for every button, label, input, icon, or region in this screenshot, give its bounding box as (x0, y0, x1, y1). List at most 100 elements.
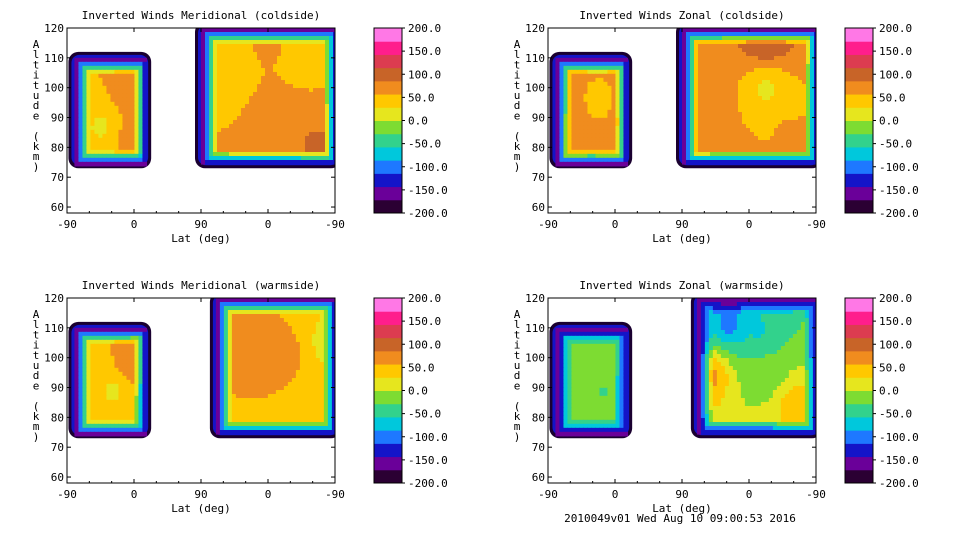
field-cell (599, 121, 605, 127)
field-cell (774, 84, 779, 89)
field-cell (275, 426, 281, 431)
field-cell (595, 93, 601, 99)
field-cell (325, 88, 330, 93)
field-cell (98, 399, 104, 405)
field-cell (114, 161, 120, 167)
field-cell (126, 339, 132, 345)
field-cell (271, 426, 277, 431)
field-cell (249, 40, 254, 45)
field-cell (315, 422, 321, 427)
field-cell (754, 104, 759, 109)
field-cell (575, 145, 581, 151)
field-cell (327, 398, 333, 403)
field-cell (754, 128, 759, 133)
field-cell (746, 32, 751, 37)
field-cell (317, 132, 322, 137)
field-cell (209, 92, 214, 97)
field-cell (227, 326, 233, 331)
field-cell (130, 375, 136, 381)
field-cell (742, 148, 747, 153)
field-cell (223, 306, 229, 311)
field-cell (766, 104, 771, 109)
field-cell (313, 112, 318, 117)
field-cell (714, 156, 719, 161)
field-cell (686, 56, 691, 61)
field-cell (86, 125, 92, 131)
field-cell (245, 48, 250, 53)
field-cell (722, 60, 727, 65)
field-cell (682, 116, 687, 121)
field-cell (786, 128, 791, 133)
field-cell (263, 302, 269, 307)
field-cell (106, 69, 112, 75)
field-cell (319, 366, 325, 371)
field-cell (219, 386, 225, 391)
field-cell (257, 84, 262, 89)
field-cell (106, 391, 112, 397)
field-cell (243, 338, 249, 343)
field-cell (333, 136, 335, 141)
field-cell (279, 410, 285, 415)
field-cell (706, 84, 711, 89)
field-cell (299, 342, 305, 347)
field-cell (325, 48, 330, 53)
field-cell (555, 129, 561, 135)
field-cell (122, 391, 128, 397)
field-cell (295, 350, 301, 355)
field-cell (142, 399, 148, 405)
field-cell (285, 136, 290, 141)
field-cell (746, 108, 751, 113)
field-cell (126, 133, 132, 139)
field-cell (289, 28, 294, 33)
field-cell (118, 379, 124, 385)
field-cell (587, 141, 593, 147)
field-cell (277, 108, 282, 113)
field-cell (682, 28, 687, 33)
field-cell (301, 124, 306, 129)
field-cell (217, 68, 222, 73)
field-cell (261, 88, 266, 93)
field-cell (229, 72, 234, 77)
field-cell (319, 406, 325, 411)
field-cell (102, 331, 108, 337)
field-cell (774, 132, 779, 137)
field-cell (279, 406, 285, 411)
field-cell (331, 386, 335, 391)
field-cell (774, 40, 779, 45)
field-cell (219, 382, 225, 387)
field-cell (98, 391, 104, 397)
field-cell (114, 145, 120, 151)
field-cell (114, 411, 120, 417)
field-cell (209, 136, 214, 141)
field-cell (323, 334, 329, 339)
colorbar-swatch (845, 186, 873, 201)
field-cell (607, 73, 613, 79)
field-cell (758, 148, 763, 153)
field-cell (303, 378, 309, 383)
field-cell (106, 57, 112, 63)
field-cell (82, 101, 88, 107)
field-cell (309, 72, 314, 77)
field-cell (86, 331, 92, 337)
field-cell (215, 322, 221, 327)
field-cell (303, 314, 309, 319)
colorbar-swatch (374, 120, 402, 135)
field-cell (110, 149, 116, 155)
field-cell (794, 44, 799, 49)
field-cell (271, 334, 277, 339)
field-cell (563, 77, 569, 83)
field-cell (269, 120, 274, 125)
field-cell (134, 129, 140, 135)
field-cell (698, 76, 703, 81)
field-cell (82, 121, 88, 127)
field-cell (595, 113, 601, 119)
field-cell (213, 80, 218, 85)
field-cell (213, 120, 218, 125)
field-cell (269, 48, 274, 53)
field-cell (74, 137, 80, 143)
field-cell (223, 342, 229, 347)
field-cell (285, 100, 290, 105)
field-cell (247, 382, 253, 387)
field-cell (219, 338, 225, 343)
field-cell (295, 418, 301, 423)
